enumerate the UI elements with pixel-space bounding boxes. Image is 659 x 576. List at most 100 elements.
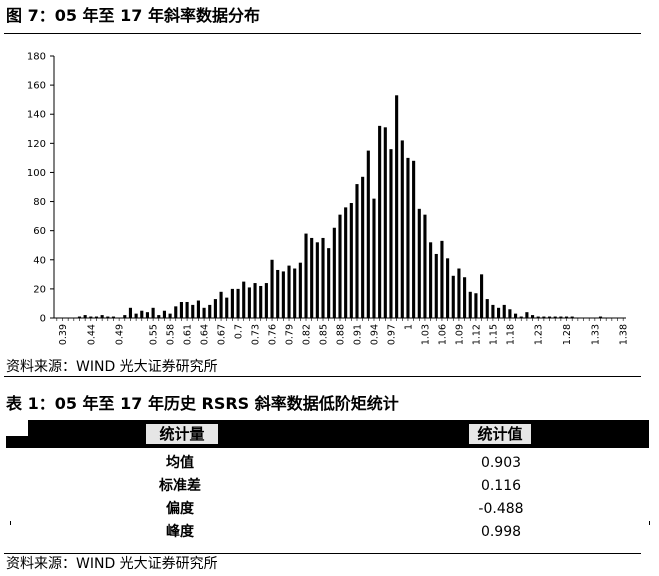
y-axis: 0 20 40 60 80 100 120 140 160 180 [27, 52, 55, 325]
x-tick-label: 0.85 [319, 324, 330, 345]
slope-histogram-chart: 0 20 40 60 80 100 120 140 160 180 0.39 0.44 0.49 0.5… [27, 52, 630, 346]
histogram-bar [213, 299, 217, 318]
histogram-bar [168, 313, 172, 318]
row-label: 均值 [166, 455, 194, 471]
histogram-bar [468, 291, 472, 318]
histogram-bar [162, 310, 166, 318]
histogram-bar [94, 316, 99, 318]
histogram-bar [564, 316, 569, 318]
histogram-bar [106, 316, 110, 318]
histogram-bar [276, 269, 280, 318]
histogram-bar [100, 315, 104, 318]
histogram-bar [491, 304, 495, 318]
x-tick-label: 1.33 [590, 324, 601, 345]
source-divider [4, 376, 641, 377]
histogram-bar [77, 316, 82, 318]
histogram-bar [247, 287, 251, 318]
x-tick-label: 1.03 [420, 324, 431, 345]
histogram-bar [553, 316, 557, 318]
histogram-bar [457, 268, 461, 318]
histogram-bar [157, 315, 161, 318]
x-tick-label: 0.44 [86, 324, 97, 345]
histogram-bar [191, 304, 195, 318]
histogram-bar [111, 316, 116, 318]
histogram-bar [140, 310, 144, 318]
histogram-bar [134, 313, 138, 318]
row-value: 0.903 [480, 455, 522, 471]
row-label: 标准差 [159, 478, 201, 494]
histogram-bar [123, 315, 127, 318]
histogram-bar [480, 274, 484, 318]
y-tick-label: 160 [27, 81, 46, 92]
histogram-bar [219, 291, 223, 318]
x-tick-label: 0.39 [58, 324, 69, 345]
x-tick-label: 0.76 [268, 324, 279, 345]
histogram-bar [383, 127, 387, 318]
header-value: 统计值 [469, 424, 531, 444]
histogram-bar [423, 214, 427, 318]
row-label: 峰度 [166, 524, 194, 540]
histogram-bar [327, 248, 331, 318]
table-corner-mark [645, 521, 650, 525]
table-row: 峰度 0.998 [6, 521, 649, 544]
figure-title: 图 7：05 年至 17 年斜率数据分布 [6, 6, 260, 25]
x-tick-label: 0.61 [183, 324, 194, 345]
histogram-bar [259, 285, 263, 318]
histogram-bar [253, 283, 257, 318]
histogram-bar [474, 293, 478, 318]
x-tick-label: 0.49 [115, 324, 126, 345]
header-stat: 统计量 [146, 424, 218, 444]
histogram-bar [230, 288, 234, 318]
table-header: 统计量 统计值 [6, 420, 649, 448]
histogram-bar [321, 237, 325, 318]
y-tick-label: 0 [40, 314, 46, 325]
x-tick-label: 1.28 [562, 324, 573, 345]
histogram-bar [530, 315, 535, 318]
x-tick-label: 0.73 [251, 324, 262, 345]
histogram-bar [502, 304, 506, 318]
title-divider [4, 33, 641, 34]
header-marker [6, 420, 28, 436]
histogram-bar [547, 316, 552, 318]
figure-source: 资料来源：WIND 光大证券研究所 [6, 359, 218, 375]
histogram-bar [83, 315, 87, 318]
histogram-bar [514, 313, 518, 318]
histogram-bar [451, 275, 455, 318]
histogram-bar [174, 306, 178, 318]
histogram-bar [412, 160, 416, 318]
histogram-bar [310, 237, 314, 318]
row-value: 0.116 [480, 478, 522, 494]
row-label: 偏度 [166, 501, 194, 517]
histogram-bar [298, 262, 302, 318]
bars [77, 95, 603, 318]
table-corner-mark [10, 521, 15, 525]
histogram-bar [395, 95, 399, 318]
histogram-bar [519, 316, 523, 318]
x-tick-label: 0.82 [302, 324, 313, 345]
histogram-bar [389, 149, 393, 318]
histogram-bar [508, 309, 512, 318]
histogram-bar [525, 312, 529, 318]
histogram-bar [440, 240, 444, 318]
histogram-bar [185, 301, 189, 318]
x-tick-label: 1.38 [619, 324, 630, 345]
y-tick-label: 120 [27, 139, 46, 150]
x-tick-label: 1.06 [437, 324, 448, 345]
histogram-bar [406, 157, 410, 318]
x-tick-label: 1 [403, 324, 414, 330]
x-tick-label: 0.97 [386, 324, 397, 345]
histogram-bar [598, 316, 603, 318]
histogram-bar [287, 265, 291, 318]
histogram-bar [264, 283, 268, 318]
histogram-bar [332, 227, 336, 318]
histogram-bar [355, 184, 359, 318]
x-tick-label: 1.09 [454, 324, 465, 345]
x-tick-label: 0.55 [149, 324, 160, 345]
x-tick-label: 0.91 [352, 324, 363, 345]
y-tick-label: 180 [27, 52, 46, 63]
histogram-bar [361, 176, 365, 318]
histogram-bar [559, 316, 563, 318]
x-tick-label: 1.18 [505, 324, 516, 345]
histogram-bar [179, 301, 183, 318]
x-tick-label: 1.12 [471, 324, 482, 345]
